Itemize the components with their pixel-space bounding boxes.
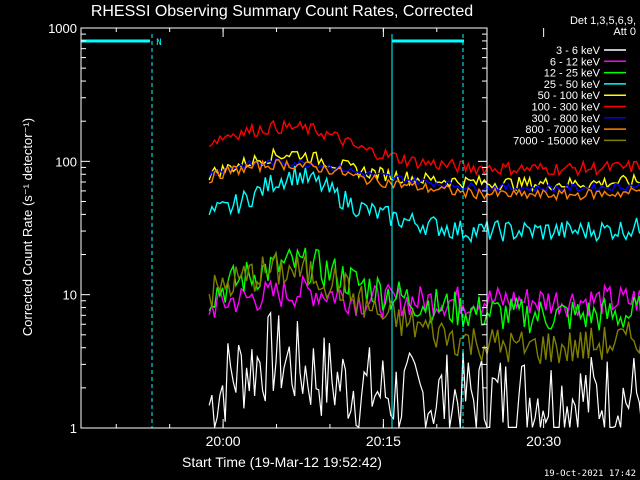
series-line-0	[208, 310, 640, 429]
tick-labels: 110100100020:0020:1520:3020:4521:0021:15…	[48, 21, 561, 449]
series-line-5	[208, 118, 640, 177]
footer-date: 19-Oct-2021 17:42	[544, 469, 636, 479]
legend-label: 3 - 6 keV	[556, 45, 601, 57]
legend-label: 300 - 800 keV	[532, 113, 601, 125]
chart-title: RHESSI Observing Summary Count Rates, Co…	[91, 3, 473, 20]
y-tick-label: 1	[70, 421, 77, 436]
x-tick-label: 20:15	[366, 433, 401, 449]
series-line-3	[208, 165, 640, 244]
legend-label: 100 - 300 keV	[532, 102, 601, 114]
y-tick-label: 1000	[48, 21, 77, 36]
y-tick-label: 100	[55, 154, 77, 169]
series-line-8	[208, 251, 640, 364]
legend-label: 50 - 100 keV	[538, 90, 601, 102]
data-layer	[208, 118, 640, 429]
series-line-6	[208, 157, 640, 194]
axes	[80, 27, 545, 429]
y-tick-label: 10	[63, 288, 77, 303]
series-line-4	[208, 147, 640, 193]
x-axis-label: Start Time (19-Mar-12 19:52:42)	[182, 454, 382, 470]
night-label: N	[156, 38, 161, 48]
legend-header-line: Att 0	[613, 26, 636, 38]
legend-label: 800 - 7000 keV	[525, 124, 600, 136]
legend-header-line: Det 1,3,5,6,9,	[570, 15, 636, 27]
y-axis-label: Corrected Count Rate (s⁻¹ detector⁻¹)	[20, 118, 35, 336]
x-tick-label: 20:00	[206, 433, 241, 449]
series-line-7	[208, 159, 640, 202]
series-line-2	[208, 247, 640, 334]
plot-frame	[80, 27, 488, 429]
legend-label: 12 - 25 keV	[544, 68, 601, 80]
legend-label: 7000 - 15000 keV	[513, 135, 601, 147]
x-tick-label: 20:30	[526, 433, 561, 449]
legend-label: 25 - 50 keV	[544, 79, 601, 91]
legend-label: 6 - 12 keV	[550, 56, 601, 68]
